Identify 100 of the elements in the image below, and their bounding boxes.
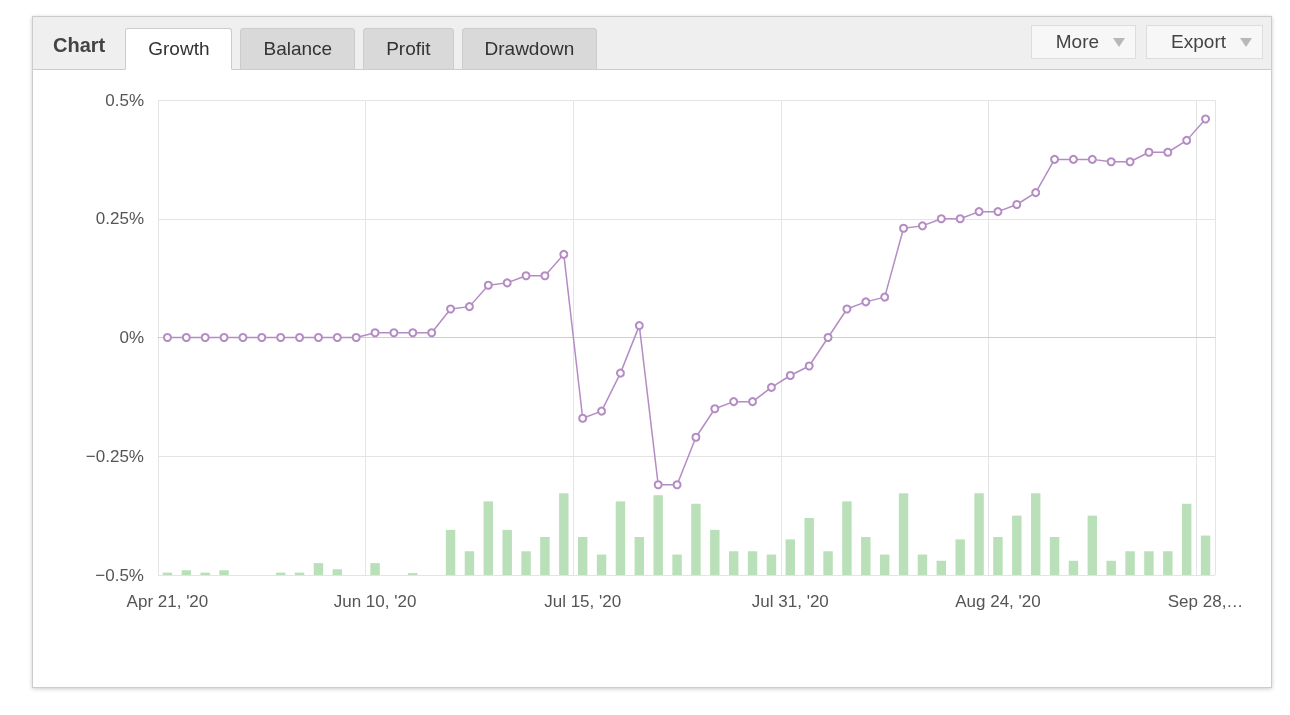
- x-tick-label: Jun 10, '20: [333, 592, 417, 611]
- bar: [1068, 560, 1079, 575]
- bar: [577, 537, 588, 575]
- bar: [596, 554, 607, 575]
- text: Balance: [240, 28, 356, 70]
- bar: [521, 551, 531, 575]
- bar: [559, 493, 569, 575]
- point: [313, 333, 323, 342]
- point: [1068, 154, 1078, 164]
- point: [332, 333, 342, 342]
- y-tick-label: 0.25%: [95, 209, 144, 229]
- point: [1012, 200, 1022, 209]
- point: [729, 397, 739, 407]
- bar: [615, 501, 626, 575]
- x-tick-label: Sep 28,…: [1167, 592, 1244, 611]
- bar: [1144, 551, 1154, 575]
- point: [785, 371, 795, 380]
- point: [483, 280, 493, 290]
- bar: [691, 503, 701, 575]
- point: [955, 214, 965, 224]
- x-tick-label: Jul 31, '20: [751, 592, 829, 611]
- bar: [747, 551, 758, 575]
- point: [615, 368, 625, 378]
- bar: [502, 529, 512, 575]
- text: Drawdown: [461, 28, 598, 70]
- point: [993, 207, 1003, 217]
- bar: [955, 539, 965, 575]
- point: [1031, 188, 1041, 198]
- point: [295, 333, 305, 342]
- point: [748, 397, 758, 407]
- point: [691, 432, 701, 442]
- point: [219, 333, 229, 342]
- bar: [861, 537, 871, 575]
- point: [842, 304, 852, 314]
- point: [1144, 147, 1154, 157]
- x-tick-label: Apr 21, '20: [126, 592, 209, 611]
- point: [1125, 157, 1135, 167]
- point: [257, 333, 267, 342]
- point: [634, 321, 644, 331]
- point: [861, 297, 871, 307]
- bar: [842, 501, 852, 575]
- point: [578, 413, 588, 423]
- point: [710, 404, 720, 414]
- point: [1163, 147, 1173, 157]
- point: [181, 333, 191, 342]
- point: [370, 328, 380, 338]
- text: Profit: [363, 28, 454, 70]
- point: [351, 333, 361, 342]
- point: [1106, 157, 1116, 167]
- bar: [1087, 515, 1098, 575]
- bar: [332, 569, 343, 575]
- bar: [993, 537, 1003, 575]
- bar: [823, 551, 833, 575]
- bar: [445, 529, 456, 575]
- point: [276, 333, 286, 342]
- bar: [219, 570, 229, 575]
- point: [162, 333, 172, 342]
- point: [521, 271, 531, 281]
- text: Export: [1146, 25, 1263, 59]
- bar: [1049, 537, 1060, 575]
- bar: [200, 572, 210, 575]
- point: [559, 249, 569, 259]
- bar: [1181, 503, 1192, 575]
- text: More: [1030, 25, 1137, 59]
- point: [1182, 135, 1192, 145]
- bar: [710, 529, 720, 575]
- x-tick-label: Aug 24, '20: [955, 592, 1041, 611]
- bar: [464, 551, 475, 575]
- bar: [936, 560, 947, 575]
- bar: [540, 537, 550, 575]
- bar: [634, 537, 645, 575]
- bar: [879, 554, 890, 575]
- point: [804, 361, 814, 371]
- point: [502, 278, 512, 288]
- text: Growth: [125, 28, 233, 70]
- y-tick-label: 0.5%: [105, 90, 144, 110]
- point: [823, 333, 833, 342]
- point: [936, 214, 946, 224]
- text: Chart: [52, 34, 107, 58]
- point: [464, 302, 474, 312]
- bar: [1106, 560, 1116, 575]
- point: [427, 328, 437, 338]
- bar: [766, 554, 777, 575]
- point: [597, 406, 607, 416]
- bar: [1012, 515, 1022, 575]
- y-tick-label: −0.25%: [85, 446, 144, 466]
- bar: [653, 495, 663, 575]
- point: [899, 223, 909, 233]
- bar: [1163, 551, 1173, 575]
- bar: [181, 570, 192, 575]
- point: [880, 292, 890, 302]
- bar: [898, 493, 909, 575]
- bar: [672, 554, 682, 575]
- point: [238, 333, 248, 342]
- point: [917, 221, 927, 231]
- point: [389, 328, 399, 338]
- point: [1201, 114, 1211, 124]
- bar: [483, 501, 494, 575]
- bar: [1030, 493, 1041, 575]
- point: [200, 333, 210, 342]
